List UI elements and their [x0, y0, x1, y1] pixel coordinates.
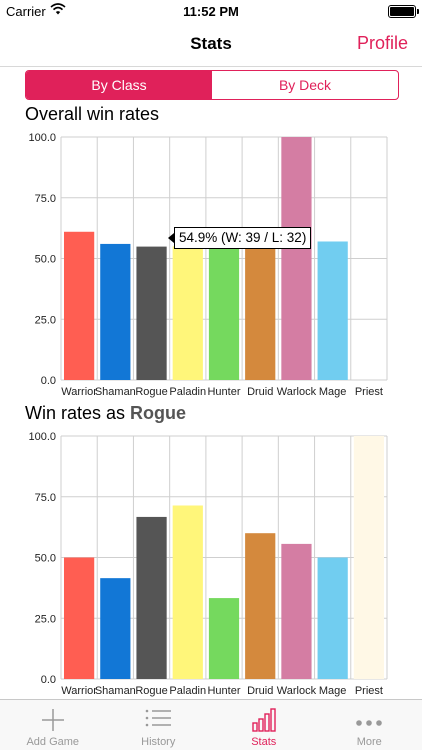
bar-druid[interactable] — [245, 533, 276, 679]
page-title: Stats — [190, 34, 232, 53]
list-icon — [144, 707, 172, 734]
clock: 11:52 PM — [183, 4, 239, 19]
x-category-label: Rogue — [135, 685, 167, 697]
x-category-label: Warlock — [277, 386, 317, 398]
bar-paladin[interactable] — [172, 505, 203, 679]
y-tick-label: 50.0 — [35, 553, 56, 565]
bar-hunter[interactable] — [208, 598, 240, 679]
y-tick-label: 50.0 — [35, 254, 56, 266]
y-tick-label: 0.0 — [41, 674, 56, 686]
profile-button[interactable]: Profile — [356, 33, 408, 53]
y-tick-label: 25.0 — [35, 613, 56, 625]
tab-stats-label: Stats — [251, 736, 277, 748]
tab-add-game[interactable]: Add Game — [0, 700, 106, 750]
battery-icon — [388, 5, 419, 18]
x-category-label: Hunter — [207, 386, 240, 398]
bar-mage[interactable] — [317, 241, 348, 380]
x-category-label: Warlock — [277, 685, 317, 697]
bar-priest[interactable] — [353, 436, 384, 679]
tab-bar: Add Game History Stats More — [0, 699, 422, 750]
y-tick-label: 75.0 — [35, 492, 56, 504]
bar-warrior[interactable] — [64, 557, 95, 680]
class-win-rates-title: Win rates as Rogue — [25, 403, 186, 424]
tab-more[interactable]: More — [317, 700, 422, 750]
bar-hunter[interactable] — [208, 246, 240, 380]
bar-warlock[interactable] — [281, 137, 312, 380]
x-category-label: Hunter — [207, 685, 240, 697]
bar-druid[interactable] — [245, 246, 276, 380]
y-tick-label: 100.0 — [28, 132, 56, 144]
plus-icon — [40, 707, 66, 738]
status-bar: Carrier 11:52 PM — [0, 0, 422, 22]
tab-stats[interactable]: Stats — [211, 700, 317, 750]
x-category-label: Priest — [355, 386, 383, 398]
y-tick-label: 0.0 — [41, 375, 56, 387]
bar-shaman[interactable] — [100, 578, 131, 679]
x-category-label: Priest — [355, 685, 383, 697]
nav-bar: Stats Profile — [0, 22, 422, 67]
x-category-label: Mage — [319, 685, 347, 697]
tab-history-label: History — [141, 736, 176, 748]
bar-chart-icon — [251, 707, 277, 738]
segment-by-class[interactable]: By Class — [26, 71, 212, 99]
overall-win-rates-title: Overall win rates — [25, 104, 160, 124]
bar-warrior[interactable] — [64, 231, 95, 380]
y-tick-label: 75.0 — [35, 193, 56, 205]
tab-more-label: More — [356, 736, 382, 748]
wifi-icon — [50, 3, 66, 18]
more-dots-icon — [355, 714, 383, 732]
x-category-label: Druid — [247, 685, 273, 697]
x-category-label: Rogue — [135, 386, 167, 398]
tab-history[interactable]: History — [106, 700, 212, 750]
x-category-label: Shaman — [95, 685, 136, 697]
x-category-label: Druid — [247, 386, 273, 398]
y-tick-label: 25.0 — [35, 314, 56, 326]
x-category-label: Mage — [319, 386, 347, 398]
bar-shaman[interactable] — [100, 243, 131, 380]
segment-by-deck[interactable]: By Deck — [278, 77, 332, 93]
x-category-label: Warrior — [61, 386, 97, 398]
bar-mage[interactable] — [317, 557, 348, 680]
class-win-rates-title-prefix: Win rates as — [25, 403, 131, 423]
x-category-label: Shaman — [95, 386, 136, 398]
selected-class-name: Rogue — [130, 403, 187, 423]
x-category-label: Paladin — [169, 685, 206, 697]
x-category-label: Paladin — [169, 386, 206, 398]
x-category-label: Warrior — [61, 685, 97, 697]
bar-rogue[interactable] — [136, 516, 167, 679]
tab-add-game-label: Add Game — [26, 736, 80, 748]
bar-warlock[interactable] — [281, 543, 312, 679]
bar-tooltip: 54.9% (W: 39 / L: 32) — [167, 227, 312, 249]
bar-rogue[interactable] — [136, 246, 167, 380]
bar-paladin[interactable] — [172, 246, 203, 380]
carrier-label: Carrier — [6, 4, 46, 19]
y-tick-label: 100.0 — [28, 431, 56, 443]
view-mode-segmented-control: By Class By Deck — [25, 70, 399, 100]
